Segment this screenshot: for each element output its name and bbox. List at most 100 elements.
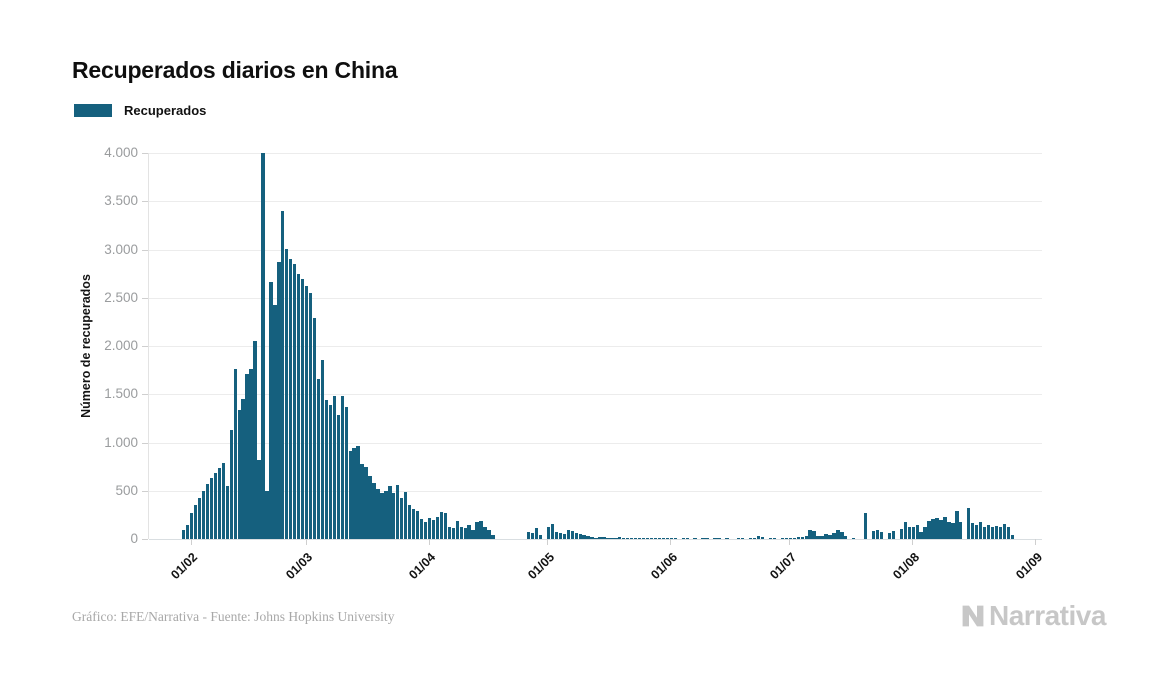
bar: [673, 538, 677, 539]
bar: [316, 379, 321, 539]
gridline: [149, 490, 1042, 492]
bar: [245, 374, 249, 539]
bar: [257, 459, 261, 539]
bar: [427, 518, 432, 539]
x-tick-mark: [670, 539, 672, 545]
bar: [915, 525, 919, 539]
bar: [344, 406, 348, 539]
bar: [289, 259, 293, 539]
bar: [641, 538, 646, 539]
bar: [614, 538, 618, 539]
bar: [221, 463, 225, 539]
bar: [879, 532, 884, 539]
bar: [1002, 524, 1007, 539]
bar: [546, 526, 551, 539]
bar: [931, 519, 935, 539]
x-tick-mark: [190, 539, 192, 545]
bar: [665, 538, 670, 539]
bar: [578, 534, 582, 539]
x-tick-label: 01/07: [679, 548, 799, 582]
x-tick-text: 01/03: [283, 550, 316, 583]
bar: [487, 530, 491, 539]
x-tick-text: 01/06: [648, 550, 681, 583]
legend-swatch: [74, 104, 112, 117]
bar: [760, 537, 765, 539]
bar: [844, 536, 848, 539]
bar: [530, 533, 535, 539]
bar: [293, 263, 297, 539]
bar: [451, 528, 455, 539]
x-tick-label: 01/02: [81, 548, 200, 582]
bar: [348, 451, 352, 539]
y-tick-label: 500: [115, 482, 138, 498]
bar: [388, 486, 392, 539]
bar: [182, 530, 186, 539]
x-tick-text: 01/09: [1013, 550, 1046, 583]
bar: [408, 505, 412, 539]
bar: [863, 512, 868, 539]
bar: [618, 537, 622, 539]
bar: [737, 538, 741, 539]
bar: [467, 525, 471, 539]
bar: [1010, 535, 1015, 539]
bar: [681, 538, 685, 539]
bar: [602, 536, 606, 539]
bar: [792, 537, 796, 539]
bar: [998, 526, 1003, 539]
bar: [713, 538, 717, 539]
x-tick-mark: [547, 539, 549, 545]
bar: [463, 528, 467, 539]
bar: [372, 483, 376, 539]
y-tick-label: 2.500: [104, 289, 138, 305]
bar: [225, 486, 229, 539]
bar: [285, 248, 289, 539]
bar: [645, 538, 650, 539]
gridline: [149, 346, 1042, 347]
bar: [959, 521, 963, 539]
bar: [982, 527, 987, 539]
bar: [376, 488, 380, 539]
narrativa-n-icon: [962, 605, 984, 627]
bar: [923, 527, 927, 539]
bar: [804, 536, 808, 539]
gridline: [149, 249, 1042, 251]
bar: [784, 538, 789, 539]
bar: [887, 533, 892, 539]
source-credit: Gráfico: EFE/Narrativa - Fuente: Johns H…: [72, 609, 395, 624]
bar: [324, 400, 329, 539]
bar: [400, 498, 404, 539]
y-tick-mark: [142, 394, 148, 396]
bar: [828, 535, 832, 539]
y-tick-label: 3.000: [104, 241, 138, 257]
bar: [967, 508, 971, 539]
bar: [336, 414, 340, 539]
legend-label: Recuperados: [124, 103, 207, 118]
y-tick-mark: [142, 297, 148, 299]
bar: [939, 520, 943, 539]
bar: [748, 538, 753, 539]
gridline: [149, 442, 1042, 444]
bar: [768, 538, 773, 539]
bar: [717, 538, 721, 539]
bar: [558, 533, 563, 539]
bar: [812, 531, 816, 539]
bar: [610, 538, 614, 539]
bar: [237, 409, 241, 539]
bar: [459, 526, 463, 539]
bar: [526, 532, 531, 539]
bar: [241, 399, 245, 539]
bar: [780, 538, 785, 539]
bar: [411, 509, 416, 539]
x-tick-label: 01/06: [560, 548, 680, 582]
bar: [189, 512, 194, 539]
bar: [562, 534, 566, 539]
y-tick-mark: [142, 153, 148, 154]
x-tick-mark: [912, 539, 914, 545]
x-tick-mark: [789, 539, 791, 545]
bar: [911, 527, 915, 539]
bar: [273, 304, 277, 539]
bar: [582, 535, 586, 539]
bar: [550, 524, 555, 539]
bar: [392, 493, 396, 539]
bar: [899, 529, 903, 539]
